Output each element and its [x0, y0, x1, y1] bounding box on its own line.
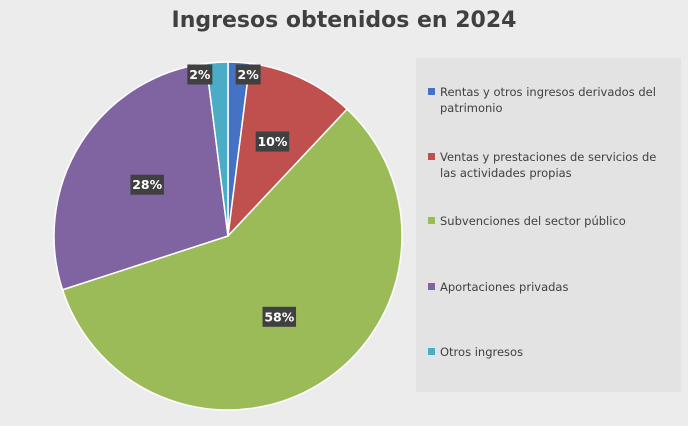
data-label-aportaciones: 28% [130, 174, 164, 195]
data-label-box-otros [187, 64, 213, 85]
data-label-box-ventas [255, 131, 290, 152]
pie-slice-subvenciones [61, 108, 403, 411]
chart-title: Ingresos obtenidos en 2024 [171, 8, 517, 33]
pie-slice-otros [205, 61, 229, 237]
legend-swatch-ventas [428, 153, 435, 160]
legend-label-otros: Otros ingresos [440, 345, 524, 359]
data-label-text-rentas: 2% [238, 67, 260, 82]
legend-swatch-aportaciones [428, 283, 435, 290]
legend-item-subvenciones: Subvenciones del sector público [428, 213, 673, 229]
legend-label-subvenciones: Subvenciones del sector público [440, 214, 626, 228]
legend-label-aportaciones: Aportaciones privadas [440, 280, 569, 294]
data-label-ventas: 10% [255, 131, 290, 152]
legend-item-rentas: Rentas y otros ingresos derivados del pa… [428, 84, 673, 116]
legend-label-rentas: Rentas y otros ingresos derivados del pa… [440, 85, 656, 115]
legend-item-ventas: Ventas y prestaciones de servicios de la… [428, 149, 673, 181]
data-label-box-aportaciones [130, 174, 164, 195]
legend-swatch-otros [428, 348, 435, 355]
legend-item-otros: Otros ingresos [428, 344, 673, 360]
data-label-box-rentas [235, 64, 261, 85]
legend-swatch-subvenciones [428, 217, 435, 224]
data-label-text-ventas: 10% [257, 134, 287, 149]
data-label-otros: 2% [187, 64, 213, 85]
data-label-subvenciones: 58% [262, 306, 297, 327]
legend-swatch-rentas [428, 88, 435, 95]
data-label-text-aportaciones: 28% [132, 177, 162, 192]
legend: Rentas y otros ingresos derivados del pa… [416, 58, 681, 392]
legend-item-aportaciones: Aportaciones privadas [428, 279, 673, 295]
legend-label-ventas: Ventas y prestaciones de servicios de la… [440, 150, 657, 180]
data-label-box-subvenciones [262, 306, 297, 327]
data-label-text-otros: 2% [189, 67, 211, 82]
data-label-text-subvenciones: 58% [264, 309, 294, 324]
data-label-rentas: 2% [235, 64, 261, 85]
